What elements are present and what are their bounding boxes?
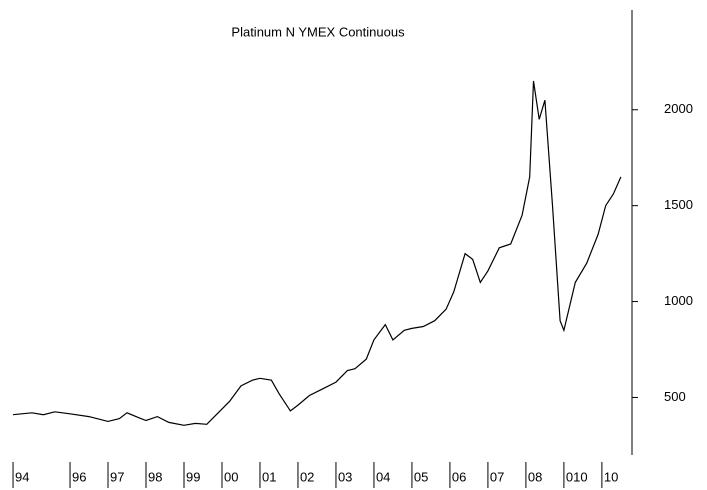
x-tick-label: 96 xyxy=(72,469,86,484)
x-tick-label: 010 xyxy=(566,469,588,484)
y-tick-label: 1500 xyxy=(664,197,693,212)
x-tick-label: 04 xyxy=(376,469,390,484)
x-tick-label: 99 xyxy=(186,469,200,484)
x-tick-label: 98 xyxy=(148,469,162,484)
x-tick-label: 05 xyxy=(414,469,428,484)
x-tick-label: 02 xyxy=(300,469,314,484)
x-tick-label: 01 xyxy=(262,469,276,484)
y-tick-label: 1000 xyxy=(664,293,693,308)
y-tick-label: 2000 xyxy=(664,101,693,116)
x-tick-label: 97 xyxy=(110,469,124,484)
x-tick-label: 00 xyxy=(224,469,238,484)
x-tick-label: 10 xyxy=(604,469,618,484)
x-tick-label: 94 xyxy=(15,469,29,484)
chart-title: Platinum N YMEX Continuous xyxy=(231,24,405,39)
price-line xyxy=(12,80,622,426)
x-tick-label: 06 xyxy=(452,469,466,484)
x-tick-label: 08 xyxy=(528,469,542,484)
x-tick-label: 03 xyxy=(338,469,352,484)
y-tick-label: 500 xyxy=(664,389,686,404)
x-tick-label: 07 xyxy=(490,469,504,484)
